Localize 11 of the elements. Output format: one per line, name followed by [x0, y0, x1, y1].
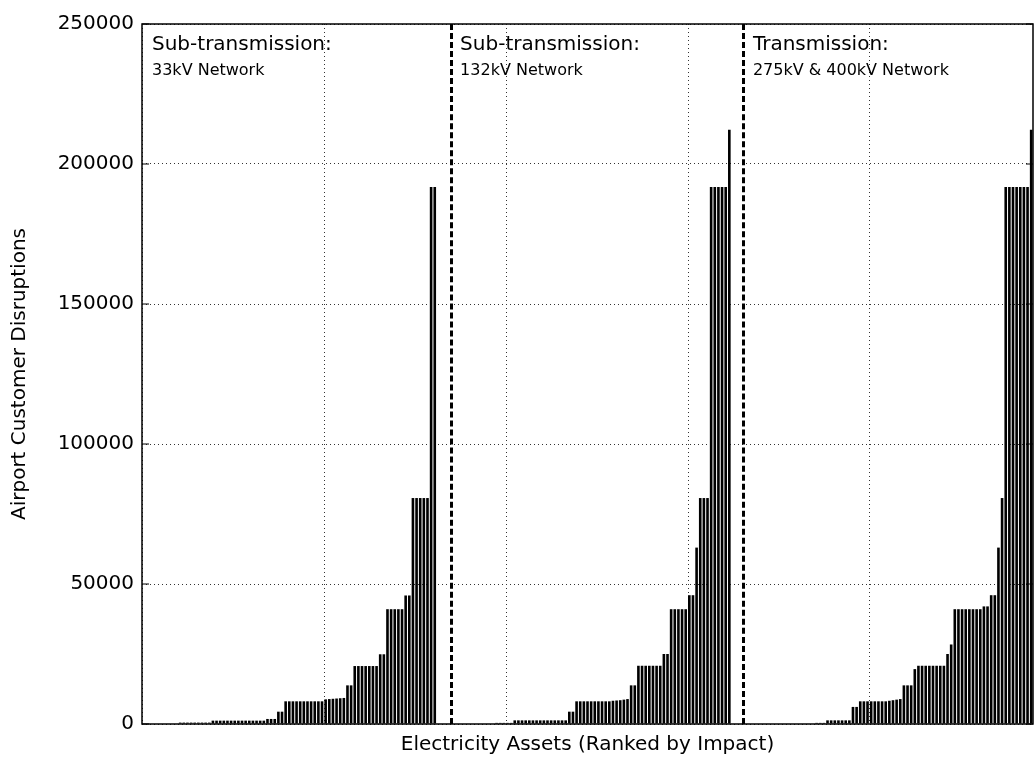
annotation: Sub-transmission: 132kV Network	[460, 31, 640, 80]
y-tick-label: 100000	[57, 430, 134, 455]
annotation: Sub-transmission: 33kV Network	[152, 31, 332, 80]
y-tick-label: 0	[121, 710, 134, 735]
y-tick-label: 250000	[57, 10, 134, 35]
y-axis-title: Airport Customer Disruptions	[6, 227, 31, 521]
y-tick-label: 200000	[57, 150, 134, 175]
annotation: Transmission: 275kV & 400kV Network	[751, 31, 950, 80]
y-tick-label: 150000	[57, 290, 134, 315]
x-axis-title: Electricity Assets (Ranked by Impact)	[400, 731, 775, 756]
y-tick-label: 50000	[70, 570, 134, 595]
